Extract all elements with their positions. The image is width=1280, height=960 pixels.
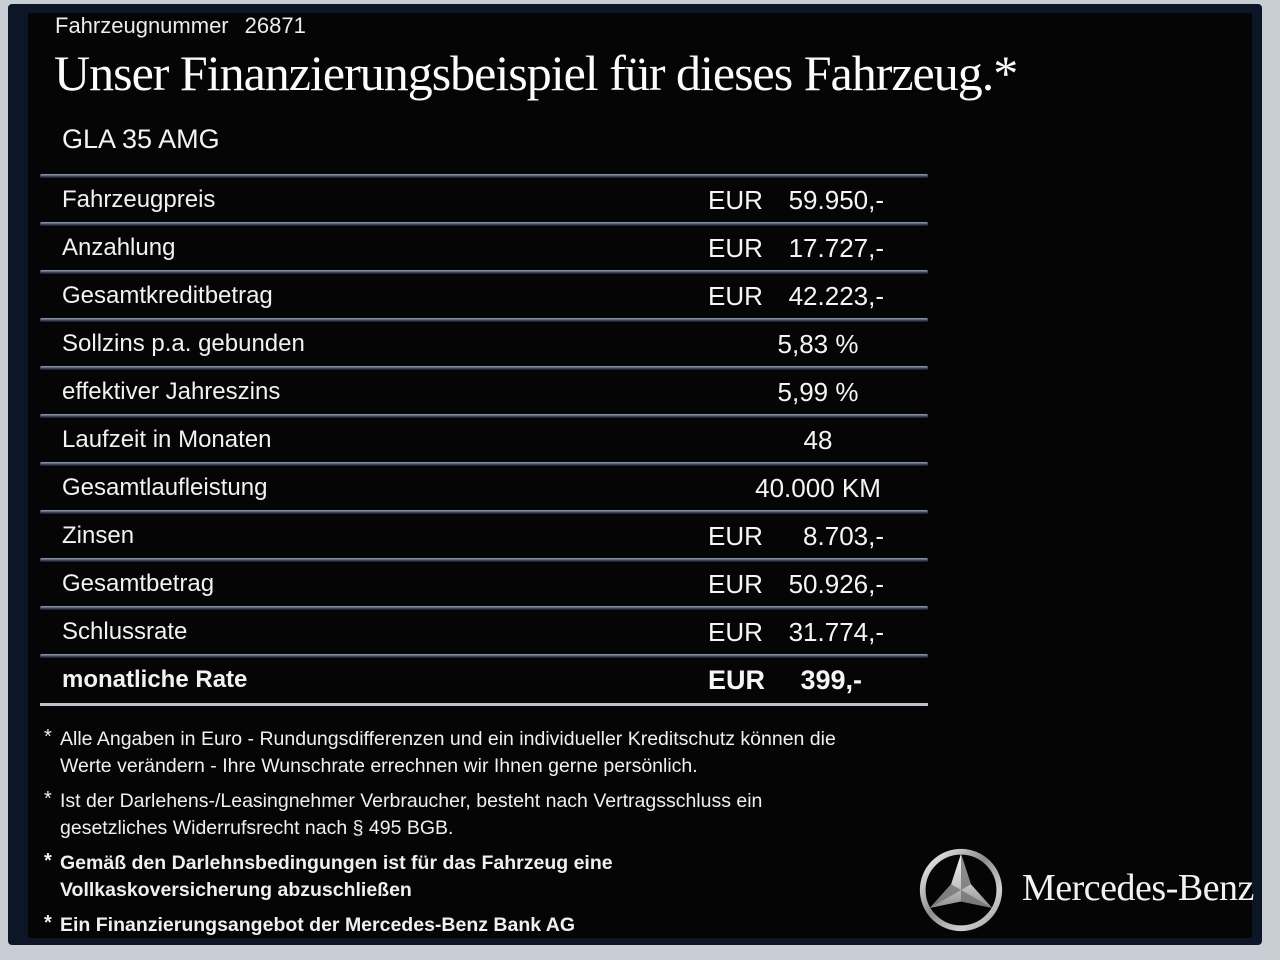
table-row-sollzins: Sollzins p.a. gebunden 5,83 % (40, 322, 928, 366)
row-label: Gesamtbetrag (62, 570, 215, 597)
table-row-laufzeit: Laufzeit in Monaten 48 (40, 418, 928, 462)
table-row-fahrzeugpreis: Fahrzeugpreis EUR 59.950,- (40, 178, 928, 222)
row-label: Laufzeit in Monaten (62, 426, 272, 453)
currency-label: EUR (708, 184, 763, 215)
row-label: Fahrzeugpreis (62, 186, 216, 213)
row-separator (40, 318, 928, 322)
currency-label: EUR (708, 520, 763, 551)
row-separator (40, 510, 928, 514)
amount-value: 17.727,- (788, 232, 884, 263)
row-value: 5,99 % (708, 370, 928, 414)
row-value: EUR 42.223,- (708, 274, 928, 318)
row-value: 48 (708, 418, 928, 462)
mercedes-benz-wordmark: Mercedes-Benz (1022, 867, 1254, 909)
table-row-gesamtlaufleistung: Gesamtlaufleistung 40.000 KM (40, 466, 928, 510)
table-row-effektiver-jahreszins: effektiver Jahreszins 5,99 % (40, 370, 928, 414)
row-label: Schlussrate (62, 618, 188, 645)
row-separator (40, 270, 928, 274)
row-value: EUR 50.926,- (708, 562, 928, 606)
asterisk-marker: * (44, 788, 52, 810)
amount-value: 48 (803, 424, 833, 455)
currency-label: EUR (708, 568, 763, 599)
footnote-vollkasko: * Gemäß den Darlehnsbedingungen ist für … (44, 850, 944, 904)
row-value: EUR 31.774,- (708, 610, 928, 654)
row-separator (40, 222, 928, 226)
amount-value: 59.950,- (788, 184, 884, 215)
amount-value: 5,99 % (777, 376, 859, 407)
amount-value: 31.774,- (788, 616, 884, 647)
row-value: EUR 8.703,- (708, 514, 928, 558)
table-row-gesamtbetrag: Gesamtbetrag EUR 50.926,- (40, 562, 928, 606)
row-value: 5,83 % (708, 322, 928, 366)
row-value: EUR 399,- (708, 658, 928, 702)
row-separator (40, 366, 928, 370)
asterisk-marker: * (44, 726, 52, 748)
footnotes: * Alle Angaben in Euro - Rundungsdiffere… (44, 726, 944, 947)
footnote-bank: * Ein Finanzierungsangebot der Mercedes-… (44, 912, 944, 939)
vehicle-number: Fahrzeugnummer 26871 (55, 13, 306, 39)
amount-value: 5,83 % (777, 328, 859, 359)
table-bottom-separator (40, 703, 928, 706)
financing-table: Fahrzeugpreis EUR 59.950,- Anzahlung EUR… (40, 174, 928, 706)
table-row-zinsen: Zinsen EUR 8.703,- (40, 514, 928, 558)
row-separator (40, 414, 928, 418)
table-row-anzahlung: Anzahlung EUR 17.727,- (40, 226, 928, 270)
row-label: Sollzins p.a. gebunden (62, 330, 305, 357)
row-label: Gesamtkreditbetrag (62, 282, 273, 309)
table-row-monatliche-rate: monatliche Rate EUR 399,- (40, 658, 928, 702)
amount-value: 40.000 KM (755, 472, 881, 503)
footnote-widerrufsrecht: * Ist der Darlehens-/Leasingnehmer Verbr… (44, 788, 944, 842)
table-row-schlussrate: Schlussrate EUR 31.774,- (40, 610, 928, 654)
currency-label: EUR (708, 664, 766, 695)
footnote-rounding: * Alle Angaben in Euro - Rundungsdiffere… (44, 726, 944, 780)
row-separator (40, 606, 928, 610)
row-separator (40, 654, 928, 658)
vehicle-number-value: 26871 (244, 13, 306, 38)
amount-value: 50.926,- (788, 568, 884, 599)
mercedes-star-icon (919, 848, 1003, 932)
row-label: monatliche Rate (62, 666, 248, 693)
row-value: EUR 17.727,- (708, 226, 928, 270)
row-separator (40, 462, 928, 466)
currency-label: EUR (708, 280, 763, 311)
asterisk-marker: * (44, 850, 52, 872)
currency-label: EUR (708, 616, 763, 647)
vehicle-number-label: Fahrzeugnummer (55, 13, 229, 38)
row-label: effektiver Jahreszins (62, 378, 281, 405)
amount-value: 42.223,- (788, 280, 884, 311)
asterisk-marker: * (44, 912, 52, 934)
row-separator (40, 174, 928, 178)
row-value: 40.000 KM (708, 466, 928, 510)
currency-label: EUR (708, 232, 763, 263)
vehicle-model: GLA 35 AMG (62, 124, 220, 154)
row-value: EUR 59.950,- (708, 178, 928, 222)
row-label: Gesamtlaufleistung (62, 474, 268, 501)
row-label: Zinsen (62, 522, 135, 549)
page-title: Unser Finanzierungsbeispiel für dieses F… (54, 45, 1018, 101)
row-label: Anzahlung (62, 234, 176, 261)
footnote-text: Ein Finanzierungsangebot der Mercedes-Be… (60, 914, 576, 936)
footnote-text: Alle Angaben in Euro - Rundungsdifferenz… (60, 728, 836, 777)
table-row-gesamtkreditbetrag: Gesamtkreditbetrag EUR 42.223,- (40, 274, 928, 318)
footnote-text: Gemäß den Darlehnsbedingungen ist für da… (60, 852, 613, 901)
row-separator (40, 558, 928, 562)
amount-value: 8.703,- (803, 520, 884, 551)
amount-value: 399,- (800, 664, 862, 695)
footnote-text: Ist der Darlehens-/Leasingnehmer Verbrau… (60, 790, 763, 839)
content-background (28, 13, 1252, 938)
